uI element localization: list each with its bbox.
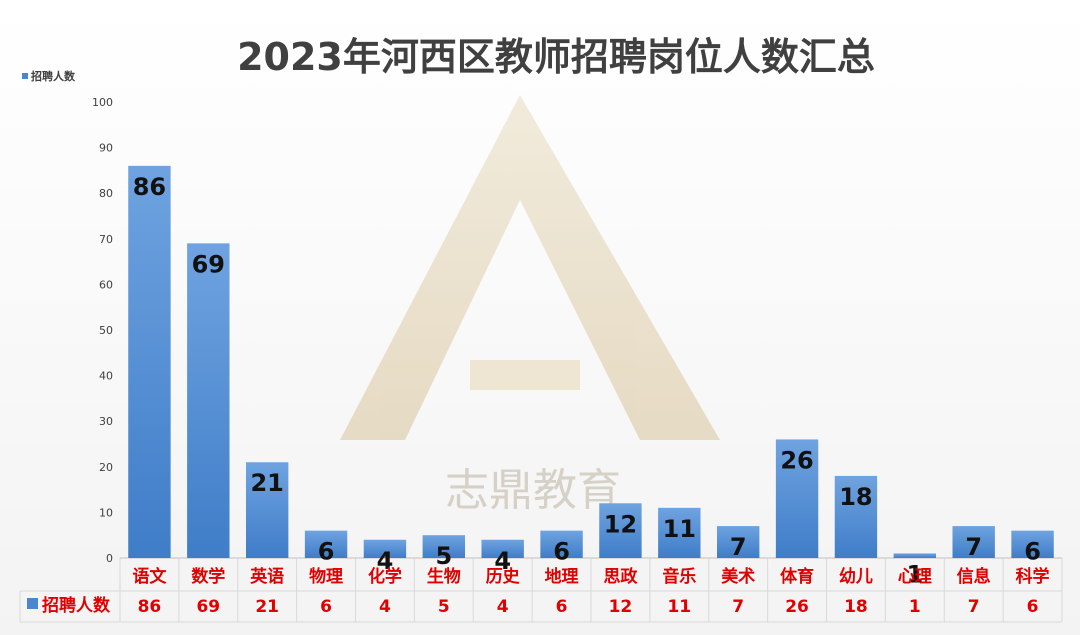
table-value-6: 4 xyxy=(497,597,509,617)
data-label-3: 6 xyxy=(318,538,335,566)
bar-12 xyxy=(834,475,878,558)
bar-13 xyxy=(893,553,937,558)
data-table: 招聘人数 86 69 21 6 4 5 4 6 12 11 7 26 18 1 7 6 xyxy=(19,558,1063,623)
bar-0 xyxy=(128,165,171,558)
y-tick-label: 50 xyxy=(99,324,113,337)
y-tick-label: 40 xyxy=(99,370,113,383)
table-legend-swatch xyxy=(27,598,38,609)
bar-8 xyxy=(599,503,642,558)
x-tick-label-6: 历史 xyxy=(486,566,521,587)
legend-label: 招聘人数 xyxy=(31,69,76,83)
table-value-12: 18 xyxy=(844,597,868,617)
table-value-5: 5 xyxy=(438,597,450,617)
table-value-4: 4 xyxy=(379,597,391,617)
chart-title: 2023年河西区教师招聘岗位人数汇总 xyxy=(237,35,875,79)
x-tick-label-9: 音乐 xyxy=(662,566,696,587)
table-row-header: 招聘人数 xyxy=(42,595,111,616)
data-label-8: 12 xyxy=(604,510,637,538)
data-label-15: 6 xyxy=(1024,538,1041,566)
y-tick-label: 10 xyxy=(99,506,113,519)
bar-15 xyxy=(1011,530,1054,558)
bar-5 xyxy=(422,535,466,558)
data-label-14: 7 xyxy=(965,533,982,561)
bar-4 xyxy=(363,539,407,558)
data-label-5: 5 xyxy=(435,542,452,570)
x-tick-label-12: 幼儿 xyxy=(839,566,873,587)
x-tick-label-2: 英语 xyxy=(250,566,284,587)
y-tick-label: 0 xyxy=(106,552,113,565)
bar-2 xyxy=(245,462,289,558)
x-tick-label-8: 思政 xyxy=(603,566,638,587)
bar-6 xyxy=(481,539,524,558)
data-label-9: 11 xyxy=(663,515,696,543)
bar-11 xyxy=(775,439,819,558)
x-tick-label-3: 物理 xyxy=(309,566,343,587)
y-tick-label: 80 xyxy=(99,187,113,200)
data-label-10: 7 xyxy=(730,533,747,561)
x-tick-label-7: 地理 xyxy=(545,566,579,587)
bar-7 xyxy=(540,530,583,558)
data-label-1: 69 xyxy=(192,250,225,278)
bar-1 xyxy=(187,243,230,559)
legend-top: 招聘人数 xyxy=(22,69,76,83)
y-tick-label: 90 xyxy=(99,142,113,155)
x-tick-label-5: 生物 xyxy=(427,566,461,587)
table-value-9: 11 xyxy=(667,597,691,617)
x-tick-label-11: 体育 xyxy=(780,566,814,587)
table-value-8: 12 xyxy=(609,597,633,617)
table-value-11: 26 xyxy=(785,597,809,617)
x-tick-label-10: 美术 xyxy=(721,566,755,587)
data-label-4: 4 xyxy=(377,547,394,575)
table-value-3: 6 xyxy=(320,597,332,617)
table-value-10: 7 xyxy=(732,597,744,617)
x-tick-label-14: 信息 xyxy=(957,566,991,587)
bars xyxy=(128,165,1054,559)
legend-swatch xyxy=(22,73,28,79)
x-tick-label-15: 科学 xyxy=(1016,566,1050,587)
x-tick-label-4: 化学 xyxy=(368,566,402,587)
table-value-1: 69 xyxy=(196,597,220,617)
y-tick-label: 70 xyxy=(99,233,113,246)
table-value-7: 6 xyxy=(556,597,568,617)
y-tick-label: 30 xyxy=(99,415,113,428)
table-value-2: 21 xyxy=(255,597,279,617)
table-value-15: 6 xyxy=(1027,597,1039,617)
y-tick-label: 60 xyxy=(99,278,113,291)
table-value-0: 86 xyxy=(138,597,162,617)
bar-3 xyxy=(304,530,348,558)
data-label-12: 18 xyxy=(839,483,872,511)
data-label-6: 4 xyxy=(494,547,511,575)
x-tick-label-13: 心理 xyxy=(898,567,932,587)
bar-9 xyxy=(658,507,701,558)
table-value-14: 7 xyxy=(968,597,980,617)
bar-14 xyxy=(952,526,995,558)
x-tick-label-0: 语文 xyxy=(132,566,167,587)
data-label-11: 26 xyxy=(780,446,813,474)
data-labels: 86 69 21 6 4 5 4 6 12 11 7 26 18 1 7 6 xyxy=(133,173,1041,589)
x-axis: 语文 数学 英语 物理 化学 生物 历史 地理 思政 音乐 美术 体育 幼儿 心理 信息 科学 xyxy=(132,566,1049,587)
watermark-text: 志鼎教育 xyxy=(445,465,621,516)
data-label-7: 6 xyxy=(553,538,570,566)
y-tick-label: 100 xyxy=(92,96,113,109)
watermark-logo: 志鼎教育 xyxy=(340,95,720,516)
bar-10 xyxy=(716,526,760,558)
data-label-2: 21 xyxy=(250,469,283,497)
x-tick-label-1: 数学 xyxy=(191,566,225,587)
table-value-13: 1 xyxy=(909,597,921,617)
data-label-13: 1 xyxy=(906,560,923,588)
y-tick-label: 20 xyxy=(99,461,113,474)
data-label-0: 86 xyxy=(133,173,166,201)
